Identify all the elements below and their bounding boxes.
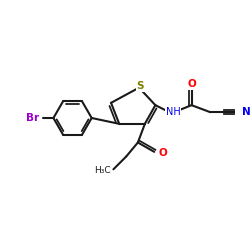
Text: Br: Br	[26, 113, 40, 123]
Text: S: S	[136, 81, 144, 91]
Text: NH: NH	[166, 107, 180, 117]
Text: H₃C: H₃C	[94, 166, 111, 175]
Text: O: O	[158, 148, 167, 158]
Text: O: O	[188, 79, 196, 89]
Text: N: N	[242, 107, 250, 117]
